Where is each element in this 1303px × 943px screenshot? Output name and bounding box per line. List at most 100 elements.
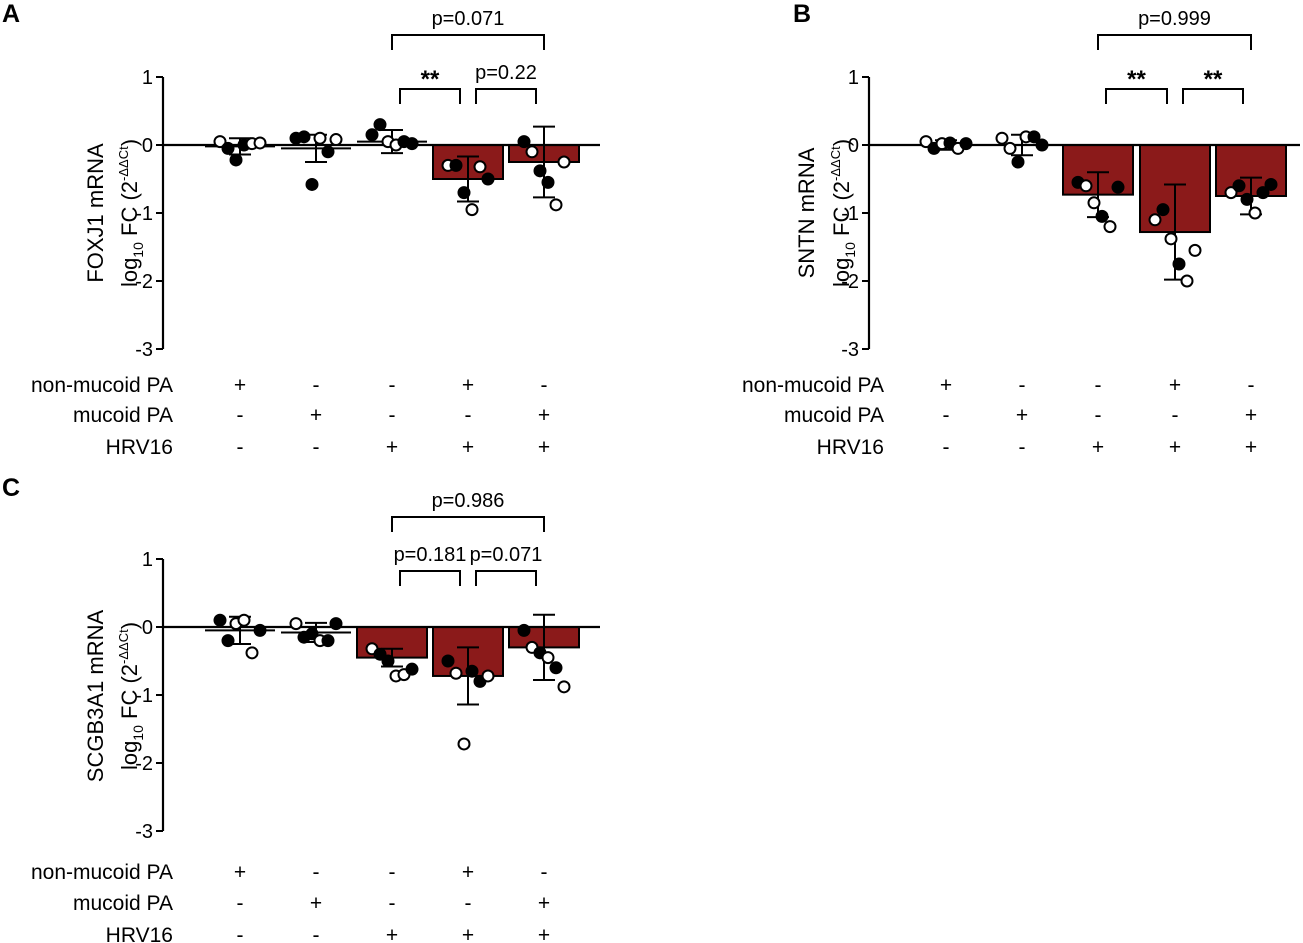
condition-sign: - — [313, 436, 320, 459]
data-point — [1224, 186, 1238, 200]
panel-c: C SCGB3A1 mRNA log10 FC (2-ΔΔCt) 1 0 -1 -2 -3 p=… — [2, 474, 600, 943]
condition-sign: + — [538, 892, 550, 915]
data-point — [995, 131, 1009, 145]
data-point — [959, 137, 973, 151]
data-point — [221, 141, 235, 155]
data-point — [541, 651, 555, 665]
panel-letter: B — [793, 0, 811, 28]
y-tick-label: -3 — [841, 339, 859, 361]
data-point — [549, 661, 563, 675]
data-point — [517, 135, 531, 149]
y-tick-label: -2 — [135, 271, 153, 293]
data-point — [549, 198, 563, 212]
data-point — [305, 627, 319, 641]
condition-sign: + — [462, 374, 474, 397]
data-point — [1248, 206, 1262, 220]
significance-bracket: ** — [399, 66, 461, 104]
condition-sign: - — [1172, 404, 1179, 427]
data-point — [441, 654, 455, 668]
data-point — [1103, 220, 1117, 234]
data-point — [481, 669, 495, 683]
condition-sign: + — [1092, 436, 1104, 459]
data-point — [457, 186, 471, 200]
significance-label: ** — [1204, 66, 1223, 93]
y-axis-title-unit: log10 FC (2-ΔΔCt) — [116, 139, 146, 287]
condition-sign: - — [943, 436, 950, 459]
y-tick-label: 0 — [142, 617, 153, 639]
panel-b: B SNTN mRNA log10 FC (2-ΔΔCt) 1 0 -1 -2 -3 ** ** p… — [742, 0, 1300, 459]
data-point — [1256, 186, 1270, 200]
condition-sign: + — [462, 861, 474, 884]
y-axis-title-gene: SCGB3A1 mRNA — [83, 609, 108, 782]
data-point — [1156, 203, 1170, 217]
data-point — [1027, 130, 1041, 144]
significance-bracket: p=0.22 — [475, 62, 537, 104]
data-point — [289, 617, 303, 631]
condition-sign: + — [940, 374, 952, 397]
y-tick-label: -1 — [135, 203, 153, 225]
y-tick-label: 0 — [142, 135, 153, 157]
data-point — [321, 634, 335, 648]
condition-label: HRV16 — [106, 924, 173, 943]
condition-sign: + — [538, 924, 550, 943]
y-tick-label: -2 — [841, 271, 859, 293]
y-tick-label: -1 — [841, 203, 859, 225]
data-point — [1079, 179, 1093, 193]
data-point — [381, 654, 395, 668]
condition-sign: - — [1019, 436, 1026, 459]
condition-sign: - — [389, 374, 396, 397]
condition-label: non-mucoid PA — [31, 374, 173, 397]
y-tick-label: 0 — [848, 135, 859, 157]
data-point — [449, 666, 463, 680]
data-point — [1095, 209, 1109, 223]
condition-sign: - — [313, 924, 320, 943]
condition-sign: + — [386, 436, 398, 459]
data-point — [213, 613, 227, 627]
y-tick-label: -3 — [135, 339, 153, 361]
data-point — [1011, 155, 1025, 169]
error-bar — [533, 613, 555, 682]
data-point — [305, 177, 319, 191]
condition-label: non-mucoid PA — [31, 861, 173, 884]
y-axis-title-gene: SNTN mRNA — [794, 147, 819, 278]
significance-label: p=0.181 — [394, 544, 467, 566]
data-point — [481, 172, 495, 186]
condition-label: non-mucoid PA — [742, 374, 884, 397]
data-point — [1180, 274, 1194, 288]
y-tick-label: 1 — [142, 67, 153, 89]
significance-bracket: p=0.181 — [394, 544, 467, 586]
data-point — [1087, 196, 1101, 210]
data-point — [465, 664, 479, 678]
significance-label: p=0.071 — [432, 8, 505, 30]
condition-sign: + — [386, 924, 398, 943]
condition-sign: - — [237, 892, 244, 915]
y-axis-title-unit: log10 FC (2-ΔΔCt) — [116, 622, 146, 770]
condition-label: mucoid PA — [73, 404, 173, 427]
data-point — [253, 136, 267, 150]
significance-bracket: ** — [1105, 66, 1168, 104]
data-point — [1148, 213, 1162, 227]
significance-bracket: p=0.999 — [1097, 8, 1252, 50]
condition-sign: - — [541, 374, 548, 397]
condition-sign: - — [1248, 374, 1255, 397]
condition-sign: - — [943, 404, 950, 427]
condition-sign: - — [1019, 374, 1026, 397]
data-point — [1188, 243, 1202, 257]
condition-sign: + — [538, 436, 550, 459]
condition-sign: - — [1095, 404, 1102, 427]
condition-sign: - — [389, 404, 396, 427]
data-point — [1232, 179, 1246, 193]
data-point — [517, 623, 531, 637]
data-point — [253, 623, 267, 637]
condition-sign: - — [541, 861, 548, 884]
condition-sign: + — [538, 404, 550, 427]
condition-sign: + — [1245, 404, 1257, 427]
condition-sign: - — [389, 861, 396, 884]
panel-a: A FOXJ1 mRNA log10 FC (2-ΔΔCt) 1 0 -1 -2 -3 ** p=… — [2, 0, 600, 459]
condition-sign: + — [462, 436, 474, 459]
condition-sign: + — [234, 861, 246, 884]
data-point — [473, 160, 487, 174]
y-tick-label: -1 — [135, 685, 153, 707]
data-point — [533, 164, 547, 178]
